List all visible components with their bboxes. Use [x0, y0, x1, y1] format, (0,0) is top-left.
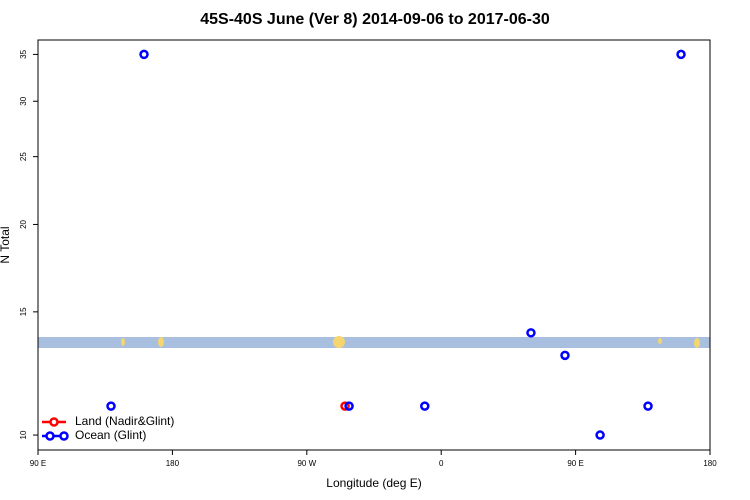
- legend-label: Land (Nadir&Glint): [75, 414, 174, 428]
- legend-marker: [59, 431, 69, 441]
- point: [526, 328, 536, 338]
- point: [340, 401, 350, 411]
- x-tick-label: 90 W: [297, 459, 316, 468]
- y-tick-label: 15: [19, 307, 28, 316]
- legend-marker: [45, 431, 55, 441]
- point: [139, 49, 149, 60]
- x-tick-label: 90 E: [567, 459, 583, 468]
- point: [344, 401, 354, 411]
- x-tick-label: 180: [166, 459, 180, 468]
- y-tick-label: 25: [19, 152, 28, 161]
- point: [560, 350, 570, 361]
- x-axis-label: Longitude (deg E): [326, 476, 421, 490]
- y-tick-label: 35: [19, 49, 28, 58]
- y-axis-label: N Total: [0, 226, 12, 263]
- y-tick-label: 30: [19, 96, 28, 105]
- x-tick-label: 180: [703, 459, 717, 468]
- map-strip: [38, 336, 710, 348]
- point: [106, 401, 116, 411]
- plot-frame: [37, 39, 711, 451]
- point: [643, 401, 653, 411]
- chart-title: 45S-40S June (Ver 8) 2014-09-06 to 2017-…: [200, 11, 550, 28]
- legend-marker: [49, 417, 59, 427]
- x-tick-label: 0: [439, 459, 444, 468]
- point: [420, 401, 430, 411]
- point: [676, 49, 686, 60]
- x-tick-label: 90 E: [30, 459, 46, 468]
- y-tick-label: 20: [19, 219, 28, 228]
- y-tick-label: 10: [19, 430, 28, 439]
- legend-label: Ocean (Glint): [75, 428, 146, 442]
- point: [595, 430, 605, 440]
